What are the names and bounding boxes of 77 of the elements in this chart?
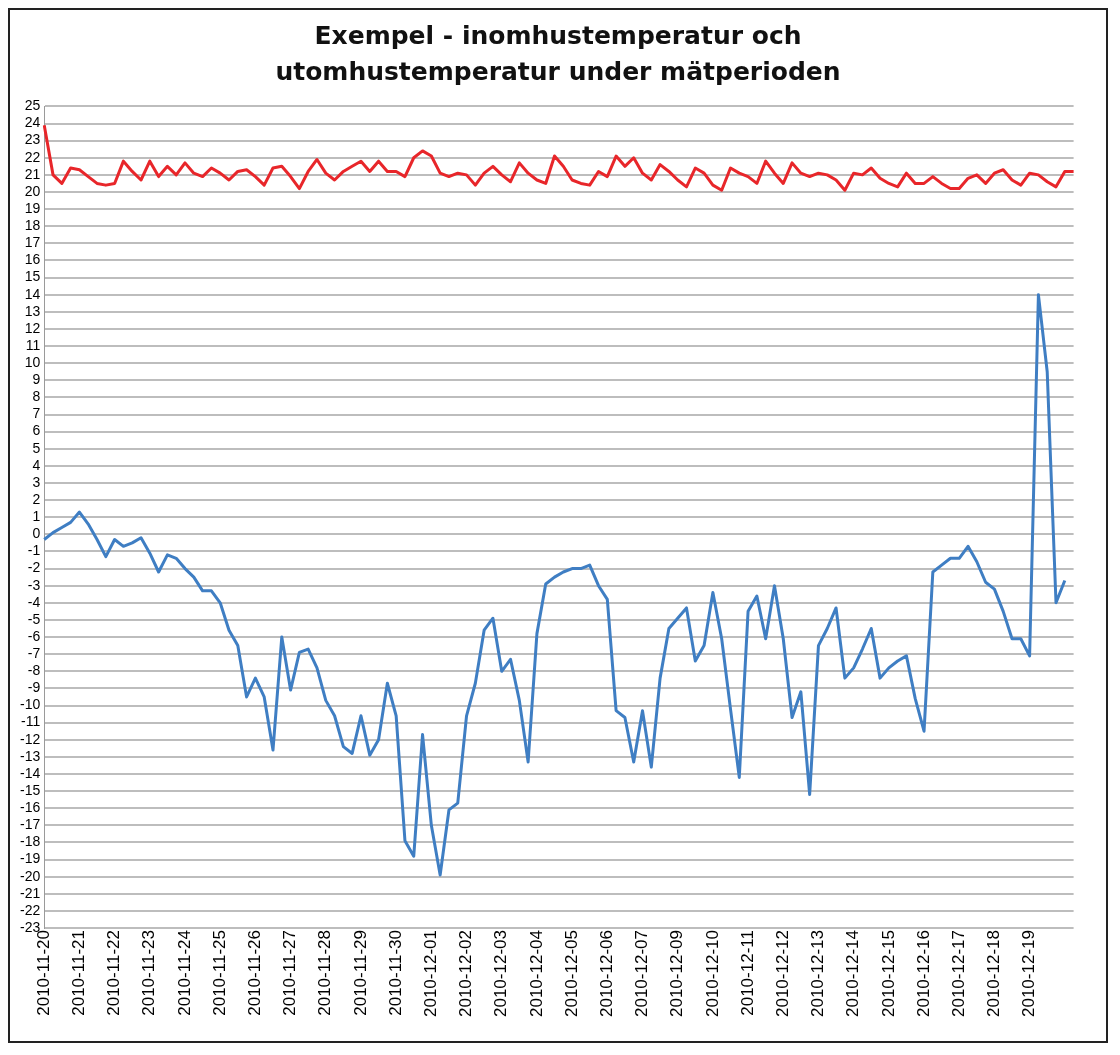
x-tick-label: 2010-12-07	[632, 930, 652, 1018]
y-tick-label: -18	[20, 833, 41, 850]
y-tick-label: 2	[32, 490, 41, 507]
y-tick-label: 4	[32, 456, 41, 473]
y-tick-label: 8	[32, 388, 41, 405]
y-tick-label: -13	[20, 747, 41, 764]
x-tick-label: 2010-12-11	[737, 930, 757, 1016]
x-tick-label: 2010-12-03	[491, 930, 511, 1018]
y-tick-label: -22	[20, 901, 41, 918]
y-tick-label: -6	[27, 627, 41, 644]
y-tick-label: 11	[25, 336, 41, 353]
y-tick-label: 17	[24, 234, 41, 251]
y-tick-label: -8	[27, 662, 41, 679]
y-tick-label: -14	[20, 764, 41, 781]
y-tick-label: 14	[24, 285, 41, 302]
x-tick-label: 2010-12-16	[913, 930, 933, 1018]
x-tick-label: 2010-12-17	[948, 930, 968, 1018]
x-tick-label: 2010-11-30	[385, 930, 405, 1016]
y-tick-label: 15	[24, 268, 41, 285]
y-tick-label: -12	[20, 730, 41, 747]
x-tick-label: 2010-12-06	[596, 930, 616, 1018]
y-tick-label: -15	[20, 781, 41, 798]
x-tick-label: 2010-12-09	[667, 930, 687, 1018]
y-tick-label: -21	[20, 884, 41, 901]
x-tick-label: 2010-12-18	[984, 930, 1004, 1018]
y-tick-label: 18	[24, 217, 41, 234]
x-tick-label: 2010-11-29	[350, 930, 370, 1016]
x-tick-label: 2010-12-02	[456, 930, 476, 1018]
y-tick-label: -11	[21, 713, 41, 730]
y-tick-label: 21	[24, 165, 41, 182]
x-tick-label: 2010-11-27	[280, 930, 300, 1016]
x-tick-label: 2010-11-22	[104, 930, 124, 1016]
y-tick-label: -2	[27, 559, 41, 576]
x-tick-label: 2010-11-28	[315, 930, 335, 1016]
y-tick-label: 5	[32, 439, 41, 456]
y-tick-label: 12	[24, 319, 41, 336]
chart-title: Exempel - inomhustemperatur och utomhustemperatur under mätperioden	[274, 20, 842, 88]
x-tick-label: 2010-12-15	[878, 930, 898, 1018]
y-tick-label: -16	[20, 799, 41, 816]
x-tick-label: 2010-12-04	[526, 930, 546, 1018]
y-tick-label: 16	[24, 251, 41, 268]
y-tick-label: -4	[27, 593, 41, 610]
y-tick-label: -20	[20, 867, 41, 884]
x-tick-label: 2010-12-12	[772, 930, 792, 1018]
y-tick-label: -5	[27, 610, 41, 627]
x-tick-label: 2010-11-23	[139, 930, 159, 1016]
y-tick-label: -1	[27, 542, 41, 559]
x-tick-label: 2010-11-25	[209, 930, 229, 1016]
x-tick-label: 2010-12-10	[702, 930, 722, 1018]
y-tick-label: 1	[32, 508, 41, 525]
x-tick-label: 2010-12-01	[421, 930, 441, 1018]
y-tick-label: 24	[24, 114, 41, 131]
x-tick-label: 2010-12-14	[843, 930, 863, 1018]
y-tick-label: 20	[24, 182, 41, 199]
x-tick-label: 2010-11-26	[245, 930, 265, 1016]
y-tick-label: 0	[32, 525, 41, 542]
y-tick-label: 6	[32, 422, 41, 439]
x-tick-label: 2010-11-21	[69, 930, 89, 1016]
x-tick-label: 2010-11-24	[174, 930, 194, 1016]
y-tick-label: 13	[24, 302, 41, 319]
y-tick-label: 19	[24, 199, 41, 216]
y-tick-label: -19	[20, 850, 41, 867]
y-tick-label: 3	[32, 473, 41, 490]
y-tick-label: 7	[32, 405, 41, 422]
y-tick-label: -7	[27, 645, 41, 662]
y-tick-label: 10	[24, 354, 41, 371]
y-tick-label: -17	[20, 816, 41, 833]
y-tick-label: 23	[24, 131, 41, 148]
x-tick-label: 2010-12-05	[561, 930, 581, 1018]
y-tick-label: 9	[32, 371, 41, 388]
x-tick-label: 2010-12-19	[1019, 930, 1039, 1018]
y-tick-label: 25	[24, 97, 41, 114]
x-tick-label: 2010-12-13	[808, 930, 828, 1018]
y-tick-label: -9	[27, 679, 41, 696]
y-tick-label: -3	[27, 576, 41, 593]
y-tick-label: 22	[24, 148, 41, 165]
y-tick-label: -10	[20, 696, 41, 713]
